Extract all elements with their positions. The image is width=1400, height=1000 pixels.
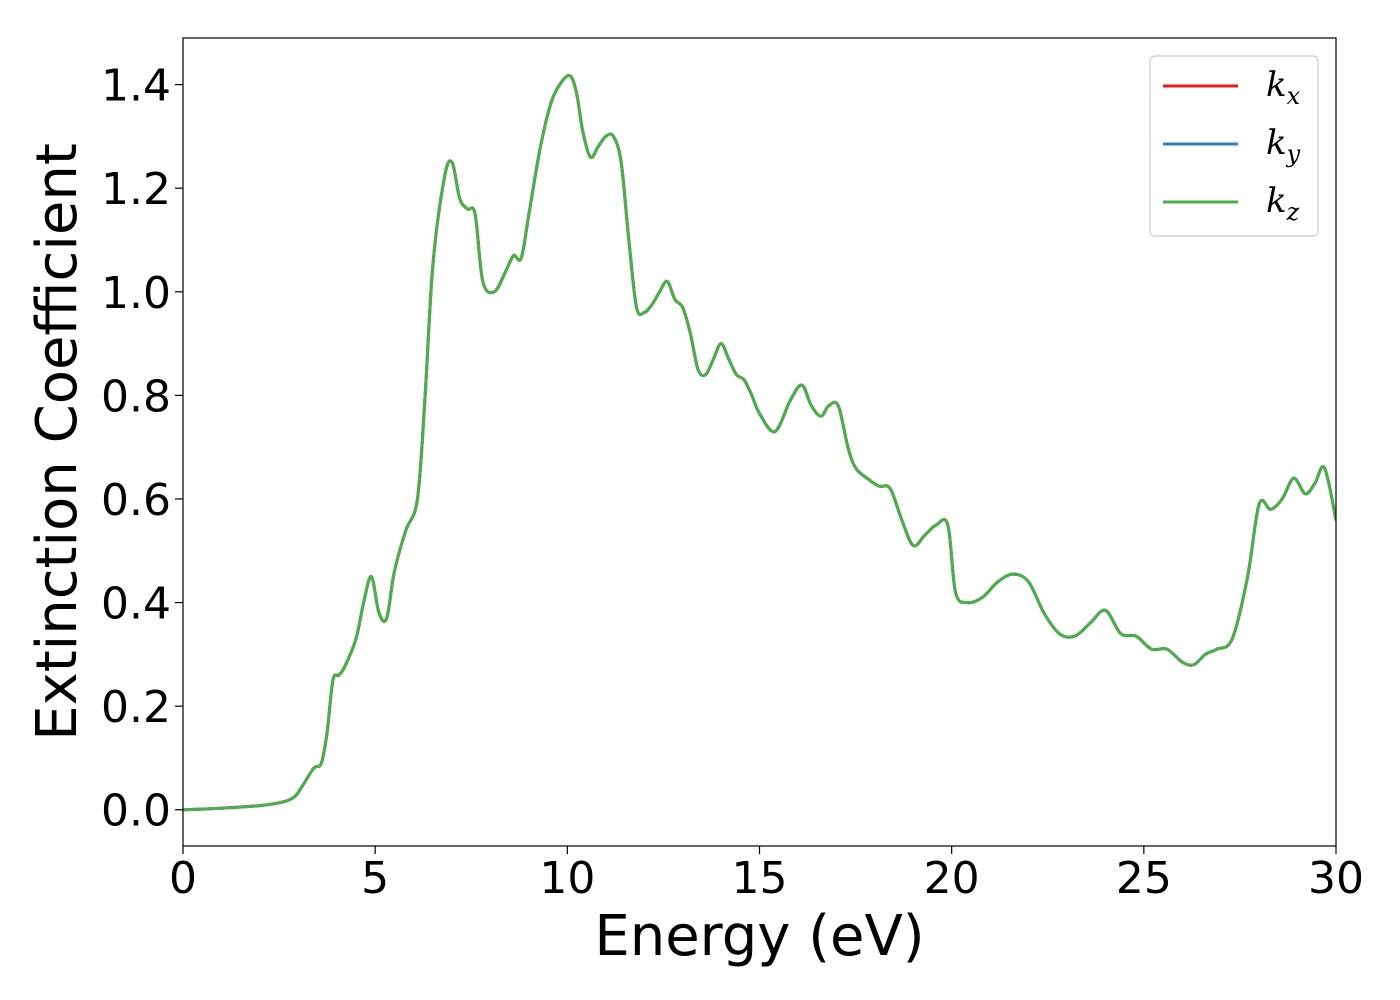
legend-label-y: ky (1266, 123, 1301, 168)
y-axis-label: Extinction Coefficient (25, 143, 90, 741)
x-tick-label: 0 (169, 853, 197, 904)
x-tick-label: 25 (1116, 853, 1172, 904)
x-tick-label: 15 (732, 853, 788, 904)
series-line-z (183, 74, 1336, 812)
legend-label-x: kx (1266, 65, 1301, 110)
legend-label-z: kz (1266, 181, 1300, 226)
series-layer (183, 74, 1336, 812)
legend-box (1149, 55, 1319, 237)
x-tick-label: 5 (361, 853, 389, 904)
x-tick-label: 30 (1308, 853, 1364, 904)
y-tick-label: 0.4 (101, 579, 171, 630)
y-tick-label: 0.0 (101, 786, 171, 837)
legend: kx ky kz (1149, 55, 1319, 237)
y-tick-label: 0.8 (101, 371, 171, 422)
y-tick-label: 1.4 (101, 61, 171, 112)
x-axis: 0 5 10 15 20 25 30 (169, 846, 1364, 904)
y-tick-label: 0.6 (101, 475, 171, 526)
x-tick-label: 10 (539, 853, 595, 904)
y-tick-label: 0.2 (101, 682, 171, 733)
y-tick-label: 1.0 (101, 268, 171, 319)
x-axis-label: Energy (eV) (594, 904, 924, 969)
y-axis: 0.0 0.2 0.4 0.6 0.8 1.0 1.2 1.4 (101, 61, 183, 837)
x-tick-label: 20 (924, 853, 980, 904)
y-tick-label: 1.2 (101, 164, 171, 215)
